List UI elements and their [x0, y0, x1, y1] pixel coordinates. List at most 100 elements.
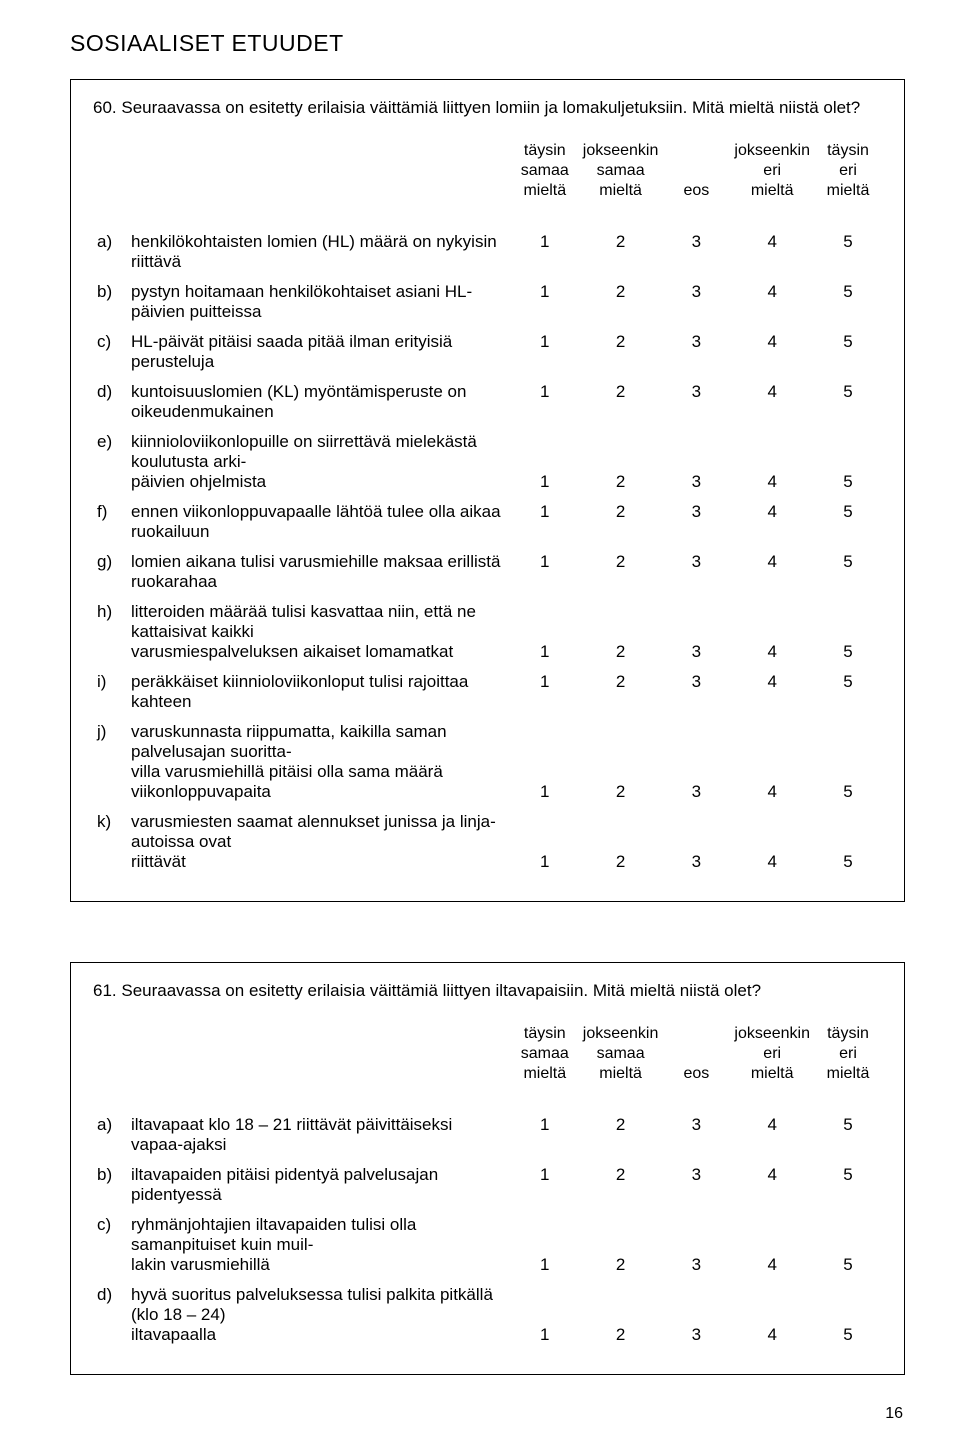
scale-option[interactable]: 2: [579, 227, 663, 277]
scale-option[interactable]: 5: [814, 427, 882, 497]
scale-option[interactable]: 3: [662, 1160, 730, 1210]
scale-option[interactable]: 4: [730, 667, 814, 717]
q61-row-b: b) iltavapaiden pitäisi pidentyä palvelu…: [93, 1160, 882, 1210]
scale-option[interactable]: 2: [579, 497, 663, 547]
row-letter: j): [93, 717, 127, 807]
scale-option[interactable]: 2: [579, 377, 663, 427]
scale-option[interactable]: 1: [511, 1160, 579, 1210]
scale-option[interactable]: 4: [730, 1110, 814, 1160]
scale-option[interactable]: 1: [511, 277, 579, 327]
scale-option[interactable]: 4: [730, 277, 814, 327]
scale-option[interactable]: 3: [662, 327, 730, 377]
scale-option[interactable]: 4: [730, 807, 814, 877]
row-statement: ryhmänjohtajien iltavapaiden tulisi olla…: [127, 1210, 511, 1280]
scale-option[interactable]: 3: [662, 497, 730, 547]
scale-option[interactable]: 1: [511, 1110, 579, 1160]
scale-option[interactable]: 1: [511, 667, 579, 717]
scale-option[interactable]: 4: [730, 377, 814, 427]
scale-option[interactable]: 3: [662, 1280, 730, 1350]
row-statement: iltavapaiden pitäisi pidentyä palvelusaj…: [127, 1160, 511, 1210]
scale-option[interactable]: 5: [814, 807, 882, 877]
scale-option[interactable]: 4: [730, 1280, 814, 1350]
scale-option[interactable]: 5: [814, 1110, 882, 1160]
scale-option[interactable]: 1: [511, 427, 579, 497]
scale-option[interactable]: 1: [511, 807, 579, 877]
row-statement: varuskunnasta riippumatta, kaikilla sama…: [127, 717, 511, 807]
scale-option[interactable]: 5: [814, 547, 882, 597]
scale-option[interactable]: 2: [579, 1110, 663, 1160]
scale-option[interactable]: 2: [579, 327, 663, 377]
row-letter: c): [93, 1210, 127, 1280]
scale-option[interactable]: 3: [662, 547, 730, 597]
scale-option[interactable]: 3: [662, 1210, 730, 1280]
row-letter: c): [93, 327, 127, 377]
scale-option[interactable]: 1: [511, 227, 579, 277]
scale-option[interactable]: 1: [511, 597, 579, 667]
scale-option[interactable]: 1: [511, 547, 579, 597]
scale-option[interactable]: 3: [662, 807, 730, 877]
scale-option[interactable]: 2: [579, 1160, 663, 1210]
col-header-1: täysin samaa mieltä: [511, 136, 579, 211]
scale-option[interactable]: 2: [579, 717, 663, 807]
scale-option[interactable]: 4: [730, 1210, 814, 1280]
scale-option[interactable]: 5: [814, 377, 882, 427]
question-61-table: täysin samaa mieltä jokseenkin samaa mie…: [93, 1019, 882, 1350]
scale-option[interactable]: 2: [579, 667, 663, 717]
scale-option[interactable]: 3: [662, 277, 730, 327]
scale-option[interactable]: 1: [511, 327, 579, 377]
scale-option[interactable]: 2: [579, 547, 663, 597]
question-60-table: täysin samaa mieltä jokseenkin samaa mie…: [93, 136, 882, 877]
scale-option[interactable]: 5: [814, 227, 882, 277]
scale-option[interactable]: 5: [814, 327, 882, 377]
scale-option[interactable]: 4: [730, 427, 814, 497]
scale-option[interactable]: 2: [579, 597, 663, 667]
scale-option[interactable]: 4: [730, 1160, 814, 1210]
scale-option[interactable]: 5: [814, 667, 882, 717]
scale-option[interactable]: 1: [511, 1280, 579, 1350]
scale-option[interactable]: 5: [814, 1210, 882, 1280]
scale-option[interactable]: 4: [730, 497, 814, 547]
scale-option[interactable]: 3: [662, 717, 730, 807]
scale-option[interactable]: 1: [511, 717, 579, 807]
scale-option[interactable]: 3: [662, 667, 730, 717]
scale-option[interactable]: 4: [730, 597, 814, 667]
scale-option[interactable]: 3: [662, 1110, 730, 1160]
row-letter: d): [93, 377, 127, 427]
scale-option[interactable]: 5: [814, 1160, 882, 1210]
question-61-box: 61. Seuraavassa on esitetty erilaisia vä…: [70, 962, 905, 1375]
scale-option[interactable]: 5: [814, 277, 882, 327]
scale-option[interactable]: 3: [662, 377, 730, 427]
scale-option[interactable]: 2: [579, 807, 663, 877]
row-statement: varusmiesten saamat alennukset junissa j…: [127, 807, 511, 877]
scale-option[interactable]: 3: [662, 427, 730, 497]
scale-option[interactable]: 3: [662, 597, 730, 667]
scale-option[interactable]: 5: [814, 1280, 882, 1350]
q60-row-e: e) kiinnioloviikonlopuille on siirrettäv…: [93, 427, 882, 497]
row-letter: b): [93, 277, 127, 327]
q60-row-c: c) HL-päivät pitäisi saada pitää ilman e…: [93, 327, 882, 377]
scale-option[interactable]: 1: [511, 377, 579, 427]
scale-option[interactable]: 1: [511, 497, 579, 547]
q60-row-k: k) varusmiesten saamat alennukset juniss…: [93, 807, 882, 877]
col-header-3: eos: [662, 136, 730, 211]
scale-option[interactable]: 5: [814, 597, 882, 667]
q61-row-d: d) hyvä suoritus palveluksessa tulisi pa…: [93, 1280, 882, 1350]
scale-option[interactable]: 4: [730, 227, 814, 277]
scale-option[interactable]: 4: [730, 327, 814, 377]
scale-option[interactable]: 2: [579, 427, 663, 497]
scale-option[interactable]: 3: [662, 227, 730, 277]
scale-option[interactable]: 5: [814, 717, 882, 807]
q61-row-c: c) ryhmänjohtajien iltavapaiden tulisi o…: [93, 1210, 882, 1280]
scale-option[interactable]: 4: [730, 547, 814, 597]
row-statement: peräkkäiset kiinnioloviikonloput tulisi …: [127, 667, 511, 717]
scale-option[interactable]: 1: [511, 1210, 579, 1280]
scale-option[interactable]: 4: [730, 717, 814, 807]
scale-option[interactable]: 2: [579, 277, 663, 327]
scale-option[interactable]: 2: [579, 1210, 663, 1280]
scale-option[interactable]: 5: [814, 497, 882, 547]
row-statement: lomien aikana tulisi varusmiehille maksa…: [127, 547, 511, 597]
row-letter: b): [93, 1160, 127, 1210]
row-statement: iltavapaat klo 18 – 21 riittävät päivitt…: [127, 1110, 511, 1160]
row-letter: g): [93, 547, 127, 597]
scale-option[interactable]: 2: [579, 1280, 663, 1350]
